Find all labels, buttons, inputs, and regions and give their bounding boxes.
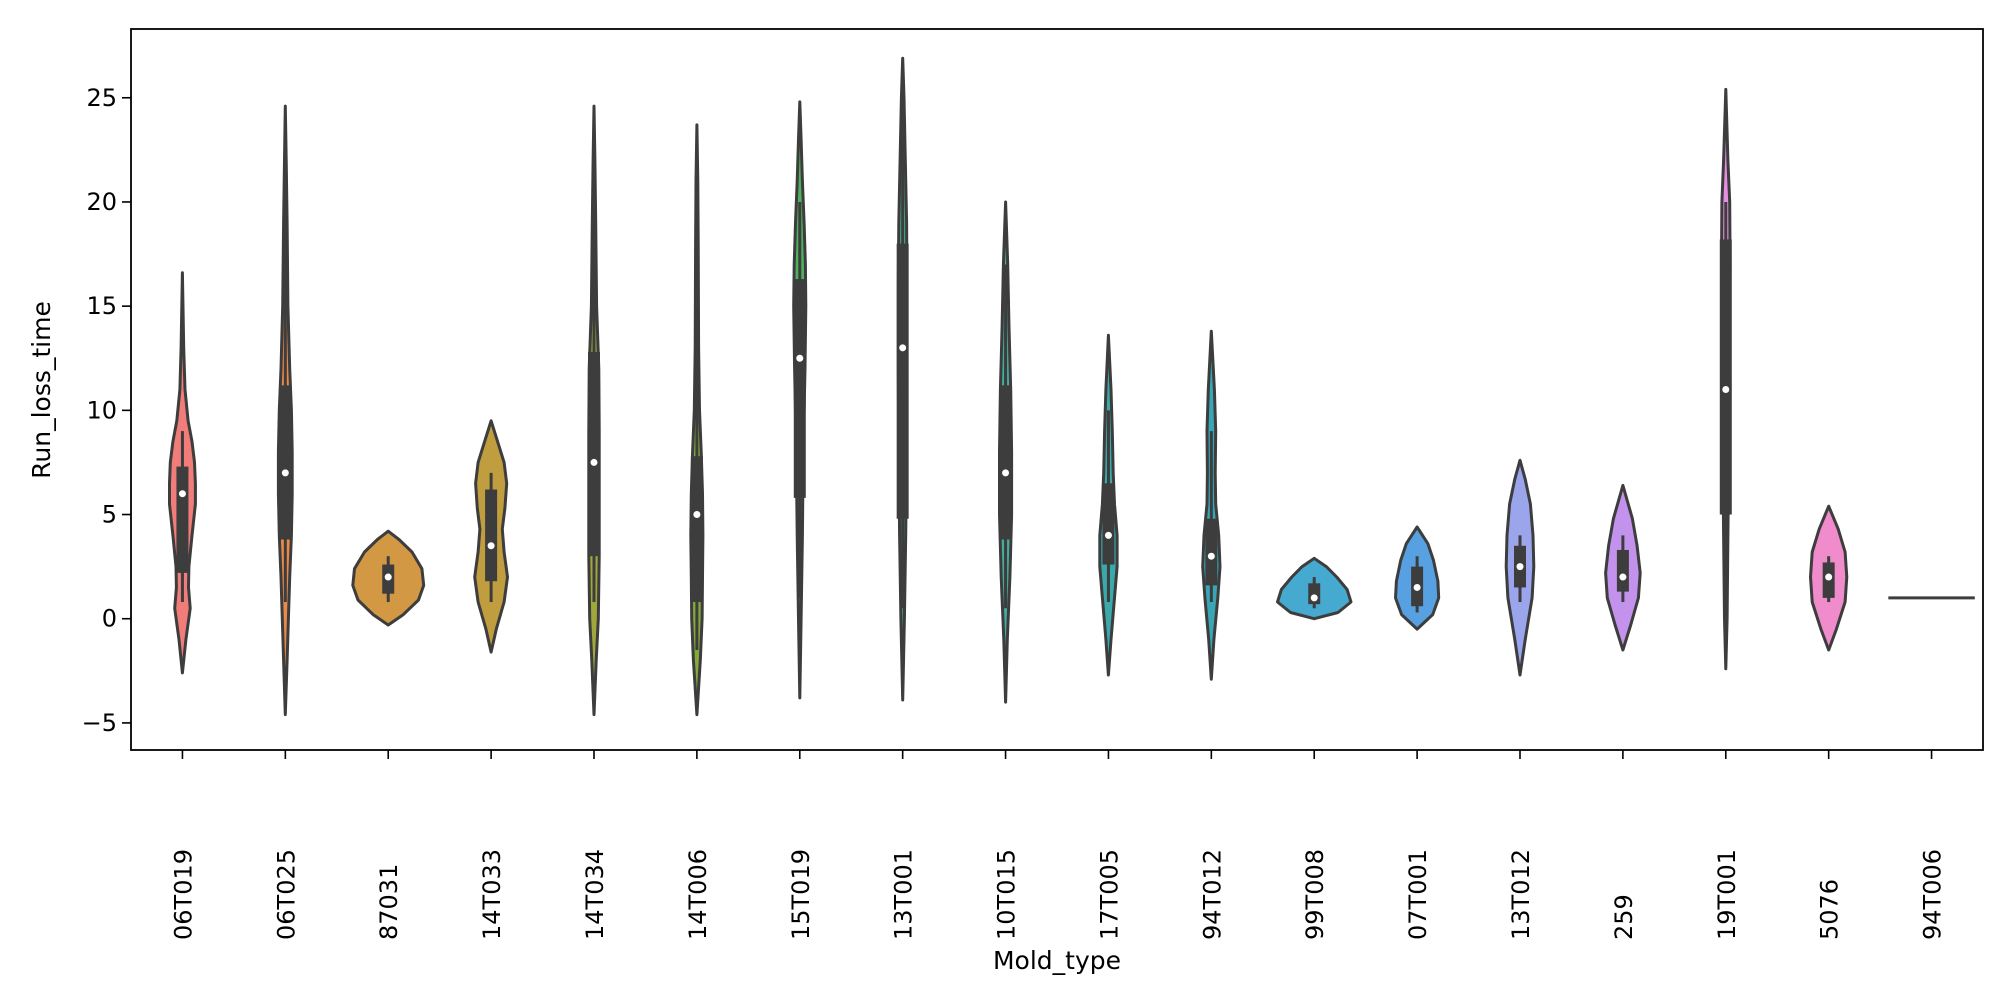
violins-group — [168, 56, 1975, 717]
violin-median-dot — [1619, 573, 1627, 581]
violin-iqr-box — [896, 243, 909, 519]
x-tick-label: 07T001 — [1404, 849, 1432, 940]
violin-median-dot — [796, 354, 804, 362]
violin-median-dot — [1002, 469, 1010, 477]
violin-14T033 — [473, 419, 509, 654]
y-axis-title: Run_loss_time — [27, 301, 56, 479]
y-tick-label: −5 — [82, 709, 117, 737]
violin-17T005 — [1098, 333, 1119, 677]
violin-14T006 — [689, 123, 705, 717]
violin-iqr-box — [176, 466, 189, 573]
x-tick-label: 14T033 — [478, 849, 506, 940]
plot-frame — [130, 28, 1984, 751]
violin-iqr-box — [1616, 549, 1629, 592]
x-tick-label: 10T015 — [993, 849, 1021, 940]
violin-10T015 — [998, 200, 1014, 704]
y-axis: −5 0 5 10 15 20 25 — [82, 84, 131, 737]
x-tick-label: 13T001 — [890, 849, 918, 940]
violin-iqr-box — [793, 279, 806, 498]
x-tick-label: 87031 — [375, 864, 403, 940]
y-tick-label: 5 — [102, 501, 117, 529]
y-tick-label: 15 — [86, 292, 117, 320]
x-tick-label: 99T008 — [1301, 849, 1329, 940]
violin-07T001 — [1394, 525, 1441, 631]
violin-iqr-box — [485, 489, 498, 582]
violin-median-dot — [1722, 386, 1730, 393]
violin-94T012 — [1201, 329, 1222, 681]
violin-99T008 — [1276, 556, 1353, 621]
x-tick-label: 15T019 — [787, 849, 815, 940]
y-tick-label: 20 — [86, 188, 117, 216]
x-tick-label: 14T034 — [581, 849, 609, 940]
x-tick-label: 94T006 — [1919, 849, 1947, 940]
violin-median-dot — [693, 511, 701, 519]
violin-5076 — [1809, 504, 1849, 652]
violin-259 — [1604, 483, 1642, 652]
violin-median-dot — [1516, 563, 1524, 571]
x-tick-label: 06T025 — [272, 849, 300, 940]
x-tick-label: 94T012 — [1198, 849, 1226, 940]
violin-iqr-box — [588, 351, 600, 557]
violin-iqr-box — [690, 456, 703, 603]
violin-iqr-box — [999, 385, 1012, 540]
violin-06T025 — [276, 104, 294, 717]
x-tick-label: 17T005 — [1095, 849, 1123, 940]
violin-06T019 — [168, 271, 197, 675]
x-tick-label: 14T006 — [684, 849, 712, 940]
violin-iqr-box — [1102, 483, 1115, 565]
violin-19T001 — [1719, 87, 1732, 671]
violin-iqr-box — [1205, 518, 1218, 586]
violin-iqr-box — [279, 385, 292, 540]
violin-14T034 — [587, 104, 601, 717]
violin-median-dot — [384, 573, 392, 581]
violin-iqr-box — [1719, 239, 1732, 515]
x-tick-label: 5076 — [1816, 879, 1844, 940]
x-tick-label: 259 — [1610, 894, 1638, 940]
violin-median-dot — [1104, 531, 1112, 539]
violin-median-dot — [899, 344, 907, 352]
x-axis: 06T019 06T025 87031 14T033 14T034 14T006 15T01… — [169, 750, 1947, 940]
violin-median-dot — [1413, 583, 1421, 591]
y-tick-label: 0 — [102, 605, 117, 633]
violin-15T019 — [792, 100, 808, 700]
violin-13T001 — [896, 56, 909, 702]
x-tick-label: 19T001 — [1713, 849, 1741, 940]
y-tick-label: 25 — [86, 84, 117, 112]
violin-87031 — [351, 529, 426, 627]
x-tick-label: 13T012 — [1507, 849, 1535, 940]
x-tick-label: 06T019 — [169, 849, 197, 940]
y-tick-label: 10 — [86, 396, 117, 424]
violin-median-dot — [1207, 552, 1215, 560]
violin-median-dot — [487, 542, 495, 550]
x-axis-title: Mold_type — [993, 946, 1121, 975]
violin-13T012 — [1504, 458, 1536, 677]
violin-median-dot — [1310, 594, 1318, 602]
violin-median-dot — [281, 469, 289, 477]
violin-median-dot — [178, 490, 186, 498]
violin-median-dot — [1825, 573, 1833, 581]
violin-median-dot — [590, 458, 598, 466]
